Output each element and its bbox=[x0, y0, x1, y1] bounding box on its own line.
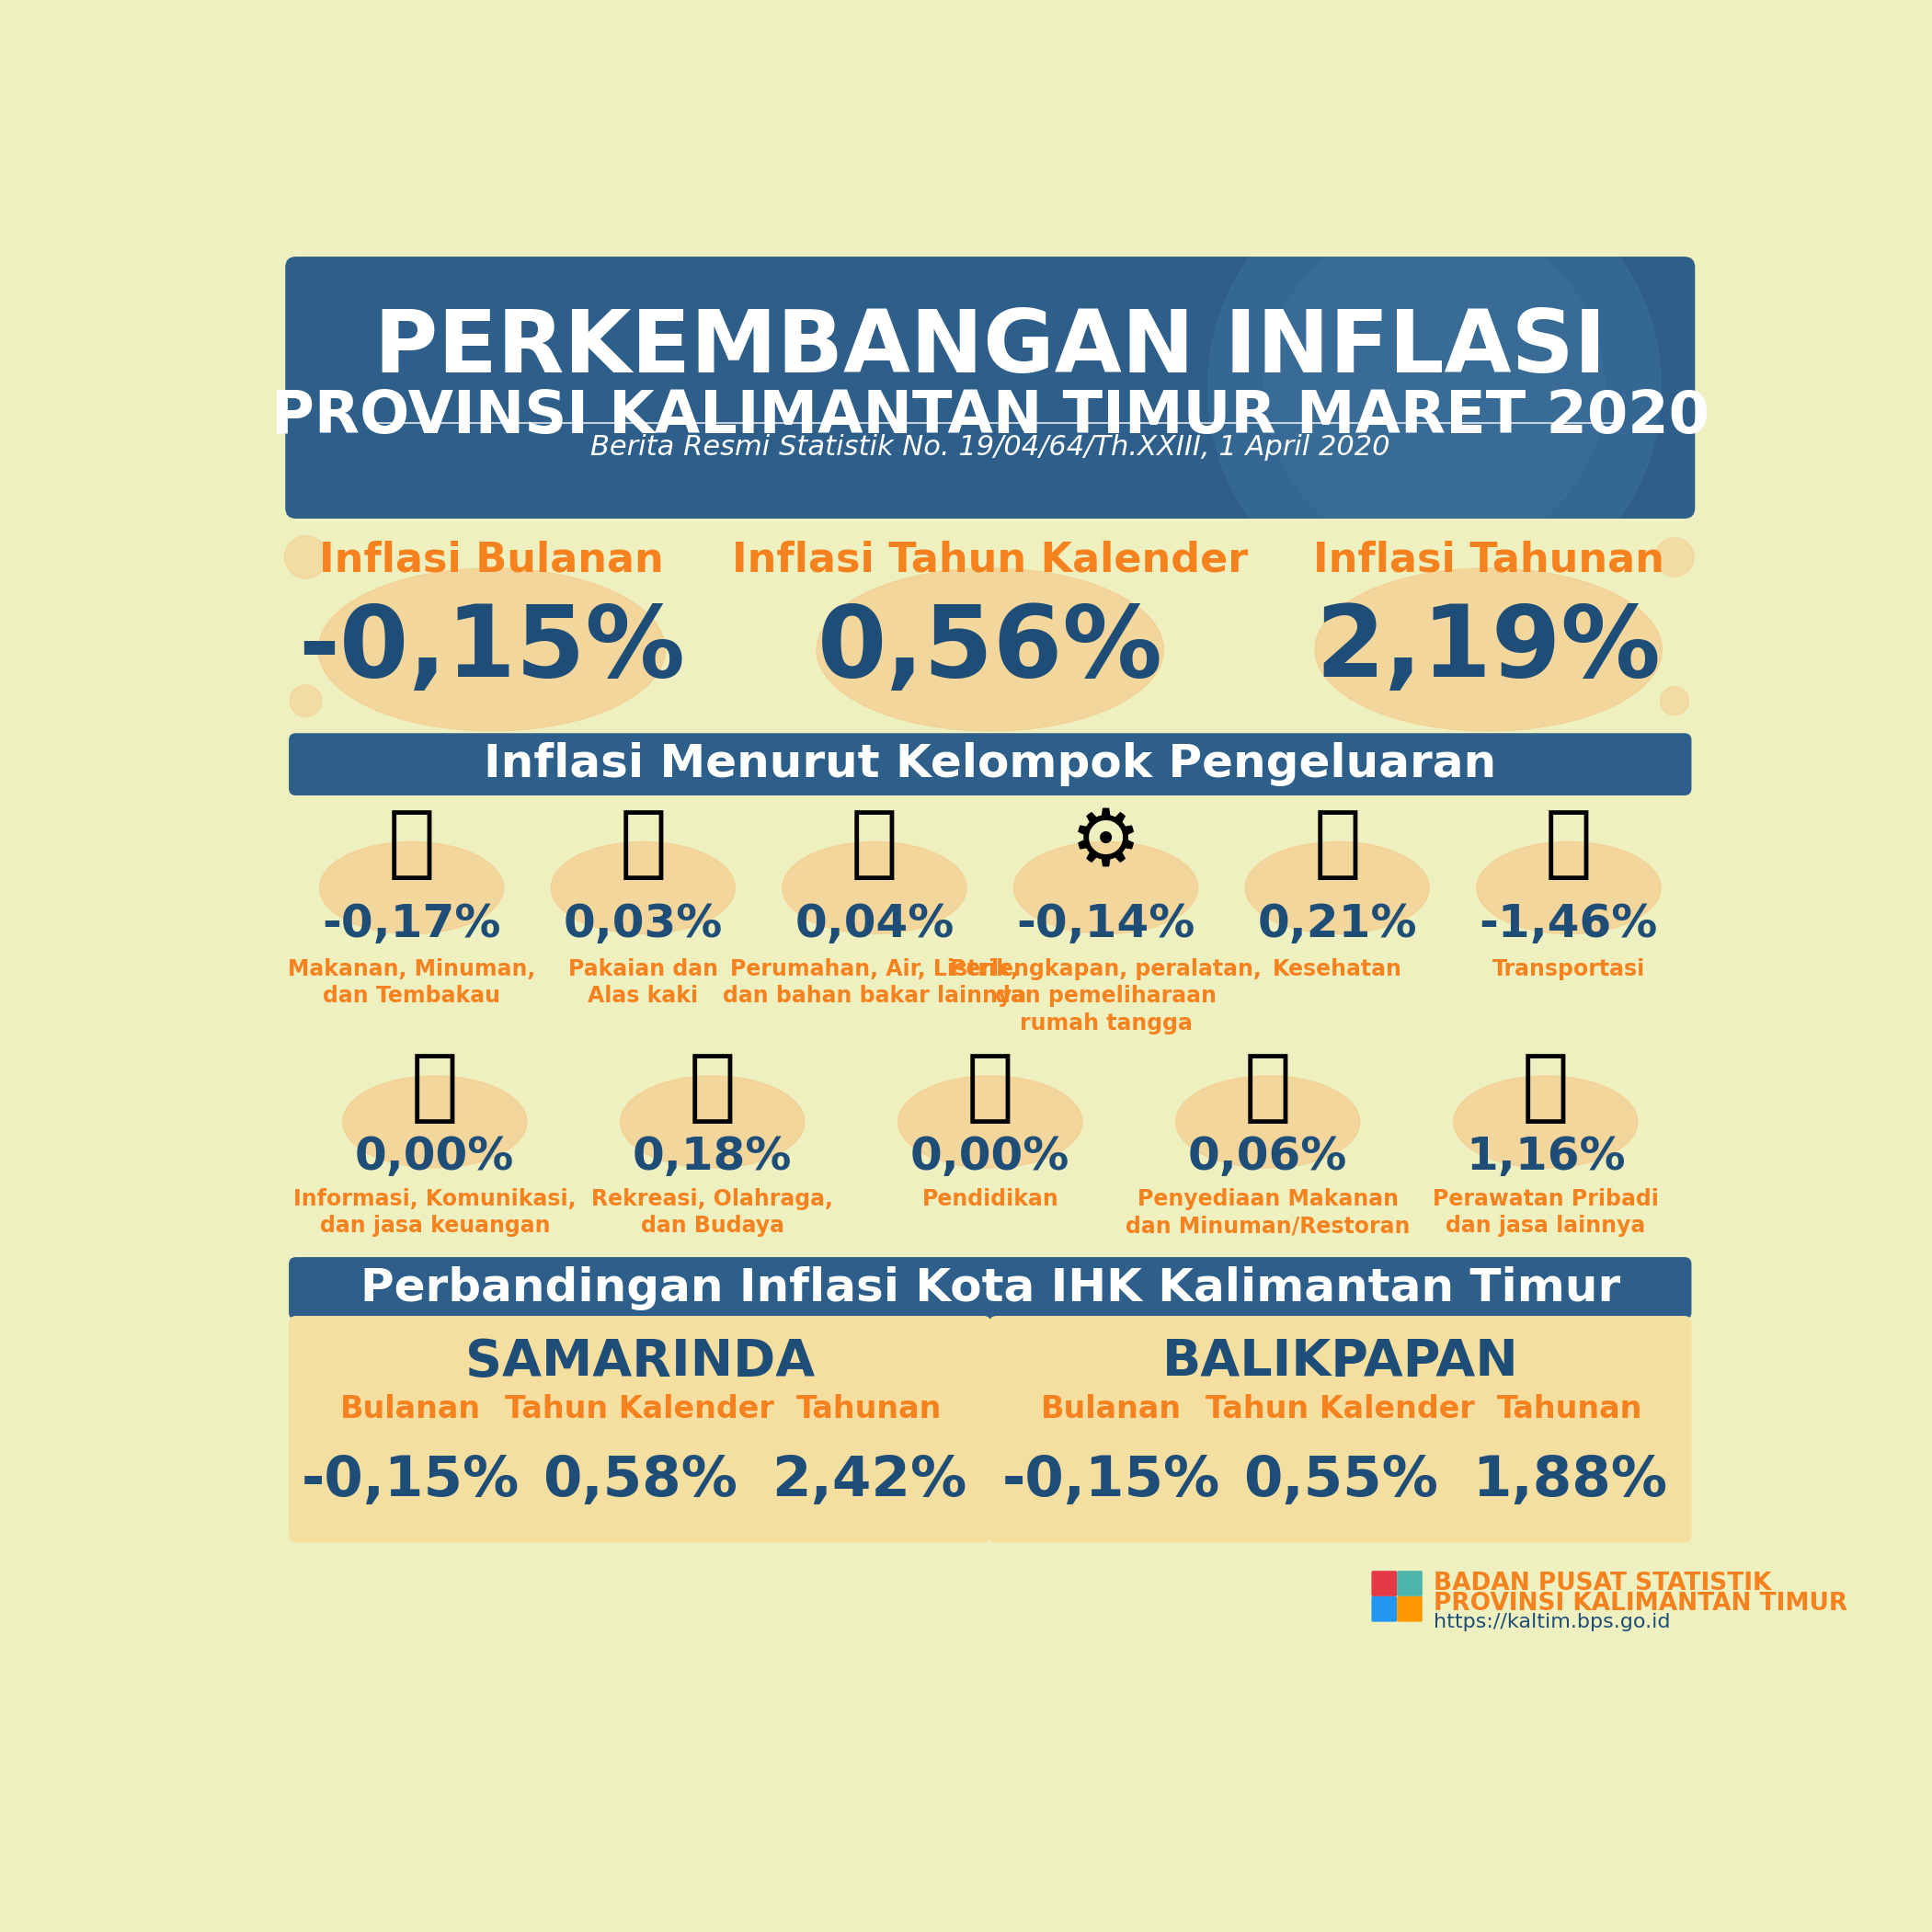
Text: 📖: 📖 bbox=[966, 1051, 1014, 1126]
Text: Perumahan, Air, Listrik,
dan bahan bakar lainnya: Perumahan, Air, Listrik, dan bahan bakar… bbox=[723, 958, 1026, 1007]
FancyBboxPatch shape bbox=[288, 1258, 1692, 1320]
Text: Tahunan: Tahunan bbox=[1497, 1393, 1642, 1424]
Text: Tahun Kalender: Tahun Kalender bbox=[506, 1393, 775, 1424]
FancyBboxPatch shape bbox=[1397, 1596, 1422, 1621]
Text: Inflasi Tahunan: Inflasi Tahunan bbox=[1314, 541, 1663, 580]
Text: Tahun Kalender: Tahun Kalender bbox=[1206, 1393, 1474, 1424]
Text: Kesehatan: Kesehatan bbox=[1273, 958, 1403, 980]
Text: Bulanan: Bulanan bbox=[1041, 1393, 1182, 1424]
Circle shape bbox=[1208, 160, 1662, 614]
Text: 2,42%: 2,42% bbox=[771, 1455, 966, 1509]
FancyBboxPatch shape bbox=[989, 1316, 1692, 1542]
Text: SAMARINDA: SAMARINDA bbox=[466, 1337, 815, 1387]
Ellipse shape bbox=[290, 686, 323, 717]
Text: Inflasi Tahun Kalender: Inflasi Tahun Kalender bbox=[732, 541, 1248, 580]
FancyBboxPatch shape bbox=[1372, 1571, 1397, 1596]
Text: Berita Resmi Statistik No. 19/04/64/Th.XXIII, 1 April 2020: Berita Resmi Statistik No. 19/04/64/Th.X… bbox=[591, 433, 1389, 460]
Text: 📞: 📞 bbox=[412, 1051, 458, 1126]
FancyBboxPatch shape bbox=[288, 1316, 991, 1542]
Text: 0,00%: 0,00% bbox=[355, 1134, 514, 1179]
Text: Makanan, Minuman,
dan Tembakau: Makanan, Minuman, dan Tembakau bbox=[288, 958, 535, 1007]
Ellipse shape bbox=[1476, 842, 1662, 933]
Text: 0,56%: 0,56% bbox=[817, 601, 1163, 697]
Text: BADAN PUSAT STATISTIK: BADAN PUSAT STATISTIK bbox=[1434, 1571, 1772, 1596]
Ellipse shape bbox=[319, 842, 504, 933]
Ellipse shape bbox=[319, 568, 665, 730]
FancyBboxPatch shape bbox=[1397, 1571, 1422, 1596]
Text: Perbandingan Inflasi Kota IHK Kalimantan Timur: Perbandingan Inflasi Kota IHK Kalimantan… bbox=[359, 1265, 1621, 1310]
Text: -0,15%: -0,15% bbox=[1003, 1455, 1221, 1509]
Ellipse shape bbox=[817, 568, 1163, 730]
Text: 🚌: 🚌 bbox=[1546, 806, 1592, 883]
Text: Penyediaan Makanan
dan Minuman/Restoran: Penyediaan Makanan dan Minuman/Restoran bbox=[1126, 1188, 1410, 1236]
Ellipse shape bbox=[898, 1076, 1082, 1169]
Text: 2,19%: 2,19% bbox=[1316, 601, 1662, 697]
Text: 🩺: 🩺 bbox=[1314, 806, 1360, 883]
FancyBboxPatch shape bbox=[286, 257, 1694, 518]
Text: -0,15%: -0,15% bbox=[301, 1455, 520, 1509]
Ellipse shape bbox=[1660, 686, 1689, 715]
Text: Rekreasi, Olahraga,
dan Budaya: Rekreasi, Olahraga, dan Budaya bbox=[591, 1188, 833, 1236]
Ellipse shape bbox=[620, 1076, 804, 1169]
Text: -0,15%: -0,15% bbox=[298, 601, 686, 697]
Ellipse shape bbox=[1453, 1076, 1638, 1169]
Text: 1,88%: 1,88% bbox=[1472, 1455, 1667, 1509]
Text: 0,00%: 0,00% bbox=[910, 1134, 1070, 1179]
Text: BALIKPAPAN: BALIKPAPAN bbox=[1163, 1337, 1519, 1387]
Text: ⚙: ⚙ bbox=[1070, 806, 1142, 883]
Text: Inflasi Bulanan: Inflasi Bulanan bbox=[319, 541, 665, 580]
Text: Bulanan: Bulanan bbox=[340, 1393, 481, 1424]
Ellipse shape bbox=[1246, 842, 1430, 933]
Ellipse shape bbox=[1177, 1076, 1360, 1169]
Text: PERKEMBANGAN INFLASI: PERKEMBANGAN INFLASI bbox=[375, 305, 1605, 390]
Text: 🏠: 🏠 bbox=[850, 806, 898, 883]
Ellipse shape bbox=[1014, 842, 1198, 933]
Text: 0,21%: 0,21% bbox=[1258, 902, 1416, 947]
Text: https://kaltim.bps.go.id: https://kaltim.bps.go.id bbox=[1434, 1613, 1671, 1631]
Text: -0,17%: -0,17% bbox=[323, 902, 500, 947]
Text: 0,04%: 0,04% bbox=[794, 902, 954, 947]
Ellipse shape bbox=[342, 1076, 527, 1169]
Text: Pakaian dan
Alas kaki: Pakaian dan Alas kaki bbox=[568, 958, 719, 1007]
Circle shape bbox=[1265, 218, 1604, 558]
Text: 0,55%: 0,55% bbox=[1242, 1455, 1437, 1509]
Text: Pendidikan: Pendidikan bbox=[922, 1188, 1059, 1209]
Text: 🏊: 🏊 bbox=[688, 1051, 736, 1126]
Text: -0,14%: -0,14% bbox=[1016, 902, 1196, 947]
Text: Inflasi Menurut Kelompok Pengeluaran: Inflasi Menurut Kelompok Pengeluaran bbox=[483, 742, 1497, 786]
Text: Transportasi: Transportasi bbox=[1492, 958, 1646, 980]
Text: Perlengkapan, peralatan,
dan pemeliharaan
rumah tangga: Perlengkapan, peralatan, dan pemeliharaa… bbox=[951, 958, 1262, 1034]
Text: 💇: 💇 bbox=[1522, 1051, 1569, 1126]
Text: Informasi, Komunikasi,
dan jasa keuangan: Informasi, Komunikasi, dan jasa keuangan bbox=[294, 1188, 576, 1236]
Ellipse shape bbox=[782, 842, 966, 933]
Text: PROVINSI KALIMANTAN TIMUR MARET 2020: PROVINSI KALIMANTAN TIMUR MARET 2020 bbox=[270, 388, 1710, 444]
Text: 0,18%: 0,18% bbox=[632, 1134, 792, 1179]
FancyBboxPatch shape bbox=[1372, 1596, 1397, 1621]
FancyBboxPatch shape bbox=[288, 732, 1692, 796]
Text: 1,16%: 1,16% bbox=[1466, 1134, 1625, 1179]
Ellipse shape bbox=[284, 535, 327, 578]
Text: 0,03%: 0,03% bbox=[564, 902, 723, 947]
Text: 0,06%: 0,06% bbox=[1188, 1134, 1347, 1179]
Text: 👘: 👘 bbox=[620, 806, 667, 883]
Text: -1,46%: -1,46% bbox=[1480, 902, 1658, 947]
Text: Perawatan Pribadi
dan jasa lainnya: Perawatan Pribadi dan jasa lainnya bbox=[1432, 1188, 1658, 1236]
Text: 0,58%: 0,58% bbox=[543, 1455, 738, 1509]
Ellipse shape bbox=[1656, 537, 1694, 576]
Text: Tahunan: Tahunan bbox=[796, 1393, 943, 1424]
Text: 🍔: 🍔 bbox=[388, 806, 435, 883]
Text: 🏪: 🏪 bbox=[1244, 1051, 1293, 1126]
Text: PROVINSI KALIMANTAN TIMUR: PROVINSI KALIMANTAN TIMUR bbox=[1434, 1592, 1847, 1615]
Ellipse shape bbox=[551, 842, 734, 933]
Ellipse shape bbox=[1316, 568, 1662, 730]
